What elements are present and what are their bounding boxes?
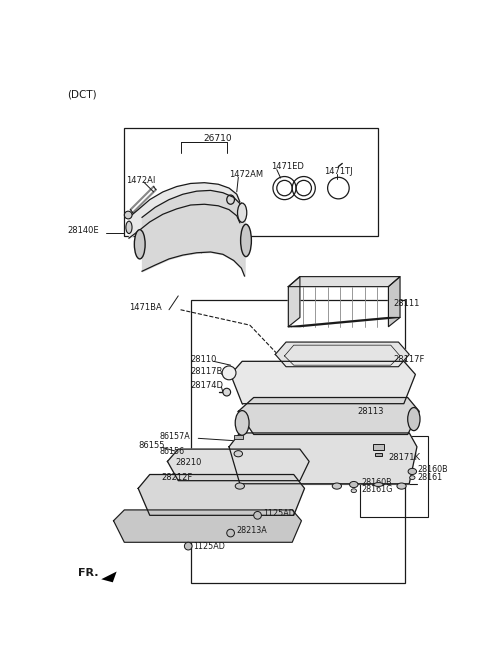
Text: 1125AD: 1125AD (193, 542, 226, 551)
Ellipse shape (351, 489, 357, 492)
Polygon shape (101, 571, 117, 582)
Text: 28160B: 28160B (361, 478, 392, 487)
Ellipse shape (254, 512, 262, 519)
Polygon shape (138, 474, 304, 515)
Text: 28161: 28161 (417, 473, 442, 482)
Bar (124, 128, 378, 235)
Ellipse shape (397, 483, 406, 489)
Polygon shape (288, 276, 400, 286)
Text: 26710: 26710 (204, 134, 232, 142)
Text: 28171K: 28171K (388, 453, 420, 462)
Polygon shape (288, 317, 400, 326)
Text: 28212F: 28212F (161, 473, 192, 482)
Text: 1125AD: 1125AD (263, 508, 295, 518)
Ellipse shape (409, 476, 415, 480)
Text: 28174D: 28174D (191, 381, 224, 390)
Ellipse shape (240, 224, 252, 257)
Text: 1471ED: 1471ED (271, 162, 303, 171)
Text: 1471TJ: 1471TJ (324, 167, 353, 176)
Ellipse shape (408, 468, 417, 474)
Bar (191, 300, 405, 583)
Text: 86157A: 86157A (160, 432, 191, 440)
Ellipse shape (235, 411, 249, 436)
Polygon shape (238, 397, 419, 434)
Text: 28117B: 28117B (191, 367, 223, 376)
Text: 86156: 86156 (160, 447, 185, 456)
Polygon shape (168, 449, 309, 481)
Bar (375, 453, 382, 456)
Ellipse shape (223, 388, 230, 396)
Bar (373, 444, 384, 450)
Bar (360, 436, 428, 517)
Text: 28110: 28110 (191, 355, 217, 363)
Text: 28113: 28113 (358, 407, 384, 416)
Polygon shape (114, 510, 301, 543)
Text: (DCT): (DCT) (67, 89, 97, 99)
Text: FR.: FR. (78, 568, 99, 578)
Text: 28140E: 28140E (67, 226, 99, 235)
Ellipse shape (227, 529, 234, 537)
Text: 1472AM: 1472AM (229, 170, 263, 179)
Ellipse shape (332, 483, 341, 489)
Polygon shape (230, 361, 415, 403)
Text: 1472AI: 1472AI (126, 176, 155, 185)
Text: 28161G: 28161G (361, 486, 393, 494)
Text: 28111: 28111 (394, 299, 420, 308)
Text: 28210: 28210 (175, 458, 202, 467)
Ellipse shape (408, 407, 420, 431)
Text: 28213A: 28213A (237, 527, 267, 535)
Ellipse shape (234, 451, 242, 457)
Ellipse shape (134, 229, 145, 259)
Polygon shape (275, 342, 409, 367)
Ellipse shape (235, 483, 244, 489)
Ellipse shape (124, 211, 132, 219)
Text: 28160B: 28160B (417, 466, 447, 474)
Text: 28117F: 28117F (394, 355, 425, 363)
Polygon shape (229, 433, 417, 484)
Text: 86155: 86155 (138, 441, 165, 450)
Ellipse shape (184, 543, 192, 550)
Bar (234, 436, 243, 439)
Ellipse shape (126, 221, 132, 233)
Polygon shape (388, 276, 400, 326)
Ellipse shape (374, 482, 383, 486)
Ellipse shape (238, 203, 247, 222)
Text: 1471BA: 1471BA (129, 303, 162, 312)
Ellipse shape (349, 482, 358, 488)
Polygon shape (288, 276, 300, 326)
Ellipse shape (222, 366, 236, 380)
